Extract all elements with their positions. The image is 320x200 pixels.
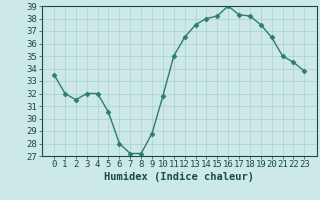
X-axis label: Humidex (Indice chaleur): Humidex (Indice chaleur) (104, 172, 254, 182)
